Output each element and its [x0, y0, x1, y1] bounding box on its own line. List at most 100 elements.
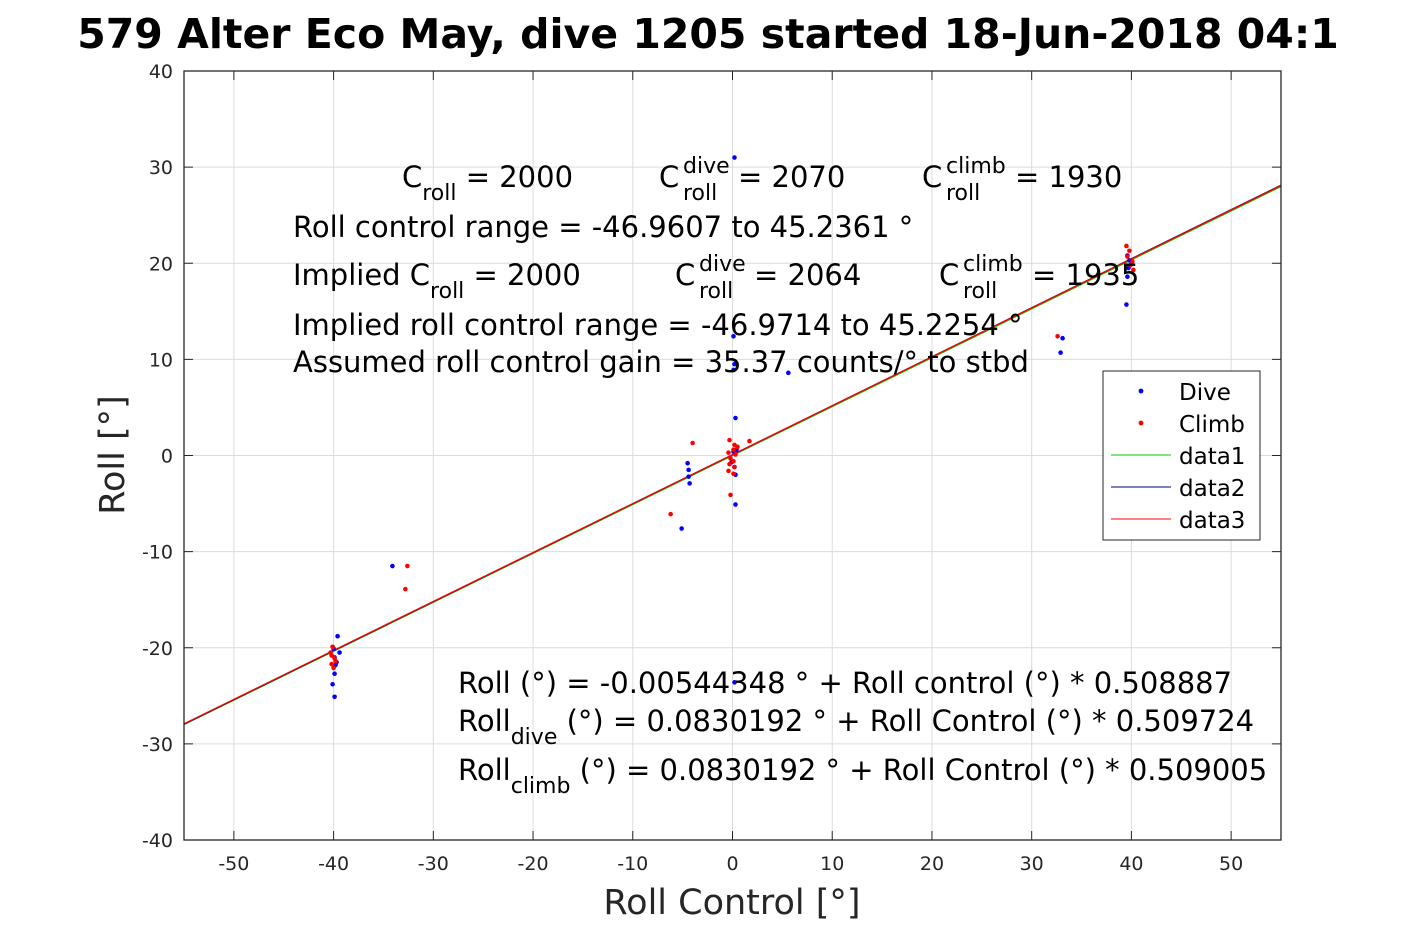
x-tick-label: -20: [518, 853, 549, 875]
x-tick-label: 10: [820, 853, 844, 875]
climb-point: [329, 653, 334, 658]
annot-c-roll-dive-sub: roll: [683, 181, 717, 206]
annot-implied-climb-sub: roll: [963, 279, 997, 304]
dive-point: [732, 155, 737, 160]
legend-data2-label: data2: [1179, 476, 1245, 502]
x-tick-label: -10: [617, 853, 648, 875]
annot-implied-dive-sub: roll: [699, 279, 733, 304]
climb-point: [731, 447, 736, 453]
annot-fit-dive: Rolldive (°) = 0.0830192 ° + Roll Contro…: [458, 704, 1254, 750]
dive-point: [687, 481, 692, 486]
dive-point: [685, 460, 690, 466]
dive-point: [337, 650, 342, 655]
annot-implied-climb-letter: C: [939, 258, 959, 292]
legend: Dive Climb data1 data2 data3: [1102, 370, 1261, 541]
climb-point: [1130, 259, 1135, 264]
climb-point: [733, 452, 738, 457]
annot-c-roll-dive-letter: C: [659, 160, 679, 194]
bottom-annotation: Roll (°) = -0.00544348 ° + Roll control …: [458, 666, 1267, 799]
climb-point: [727, 461, 732, 467]
climb-point: [731, 471, 736, 477]
climb-point: [405, 563, 410, 569]
dive-point: [686, 467, 691, 473]
dive-point: [733, 502, 738, 507]
top-annotation: Croll = 2000 C dive roll = 2070 C climb …: [293, 154, 1139, 379]
x-axis-label: Roll Control [°]: [603, 883, 860, 923]
climb-point: [726, 468, 731, 474]
annot-fit-climb: Rollclimb (°) = 0.0830192 ° + Roll Contr…: [458, 753, 1267, 799]
y-tick-label: -20: [142, 638, 173, 660]
legend-data3-label: data3: [1179, 508, 1245, 534]
series-layer: [183, 155, 1282, 726]
y-tick-label: 30: [149, 157, 173, 179]
annot-implied-climb-value: = 1935: [1032, 258, 1139, 292]
climb-point: [727, 437, 732, 443]
dive-point: [1124, 302, 1129, 307]
climb-point: [728, 492, 733, 498]
annot-c-roll-climb-letter: C: [922, 160, 942, 194]
climb-point: [747, 438, 752, 444]
climb-point: [330, 644, 335, 650]
x-tick-label: 30: [1020, 853, 1044, 875]
annot-c-roll-dive-sup: dive: [683, 154, 730, 179]
dive-point: [732, 361, 737, 367]
dive-point: [731, 334, 736, 339]
x-tick-label: -40: [318, 853, 349, 875]
annot-implied-climb-sup: climb: [963, 252, 1023, 277]
annot-fit-all: Roll (°) = -0.00544348 ° + Roll control …: [458, 666, 1232, 700]
legend-dive-label: Dive: [1179, 380, 1231, 406]
chart-title: 579 Alter Eco May, dive 1205 started 18-…: [77, 10, 1339, 58]
climb-point: [1131, 267, 1136, 273]
x-tick-label: 50: [1219, 853, 1243, 875]
climb-point: [333, 658, 338, 664]
climb-point: [728, 456, 733, 461]
annot-roll-control-gain: Assumed roll control gain = 35.37 counts…: [293, 345, 1029, 379]
annot-implied-c-roll: Implied Croll = 2000: [293, 258, 581, 304]
legend-climb-label: Climb: [1179, 412, 1245, 438]
dive-point: [733, 415, 738, 421]
annot-implied-dive-sup: dive: [699, 252, 746, 277]
dive-point: [731, 367, 736, 373]
climb-point: [732, 464, 737, 470]
y-tick-label: 40: [149, 61, 173, 83]
dive-point: [1058, 350, 1063, 355]
y-tick-label: 20: [149, 253, 173, 275]
x-tick-label: 20: [920, 853, 944, 875]
climb-point: [1127, 248, 1132, 254]
climb-point: [331, 665, 336, 671]
y-axis-ticks: -40 -30 -20 -10 0 10 20 30 40: [142, 61, 1281, 852]
y-tick-label: 10: [149, 349, 173, 371]
x-tick-label: 0: [726, 853, 738, 875]
climb-point: [329, 661, 334, 667]
dive-point: [332, 671, 337, 677]
dive-point: [330, 681, 335, 687]
legend-data1-label: data1: [1179, 444, 1245, 470]
dive-point: [686, 474, 691, 479]
annot-implied-roll-range: Implied roll control range = -46.9714 to…: [293, 308, 1023, 342]
legend-dive-marker: [1138, 388, 1144, 394]
climb-point: [1055, 334, 1060, 339]
annot-c-roll: Croll = 2000: [402, 160, 573, 206]
climb-point: [668, 511, 673, 517]
x-tick-label: -30: [418, 853, 449, 875]
dive-point: [1060, 335, 1065, 341]
x-tick-label: 40: [1119, 853, 1143, 875]
plot-frame: [183, 70, 1282, 841]
annot-c-roll-climb-sup: climb: [946, 154, 1006, 179]
y-axis-label: Roll [°]: [93, 395, 133, 515]
annot-c-roll-climb-sub: roll: [946, 181, 980, 206]
y-tick-label: -10: [142, 542, 173, 564]
climb-point: [726, 450, 731, 455]
climb-point: [1124, 243, 1129, 249]
dive-point: [1125, 274, 1130, 280]
climb-point: [1128, 262, 1133, 268]
x-tick-label: -50: [218, 853, 249, 875]
dive-point: [332, 694, 337, 700]
x-axis-ticks: -50 -40 -30 -20 -10 0 10 20 30 40 50: [218, 71, 1243, 875]
dive-point: [390, 563, 395, 569]
y-tick-label: -40: [142, 830, 173, 852]
annot-implied-dive-letter: C: [675, 258, 695, 292]
climb-point: [731, 458, 736, 464]
climb-point: [735, 444, 740, 450]
